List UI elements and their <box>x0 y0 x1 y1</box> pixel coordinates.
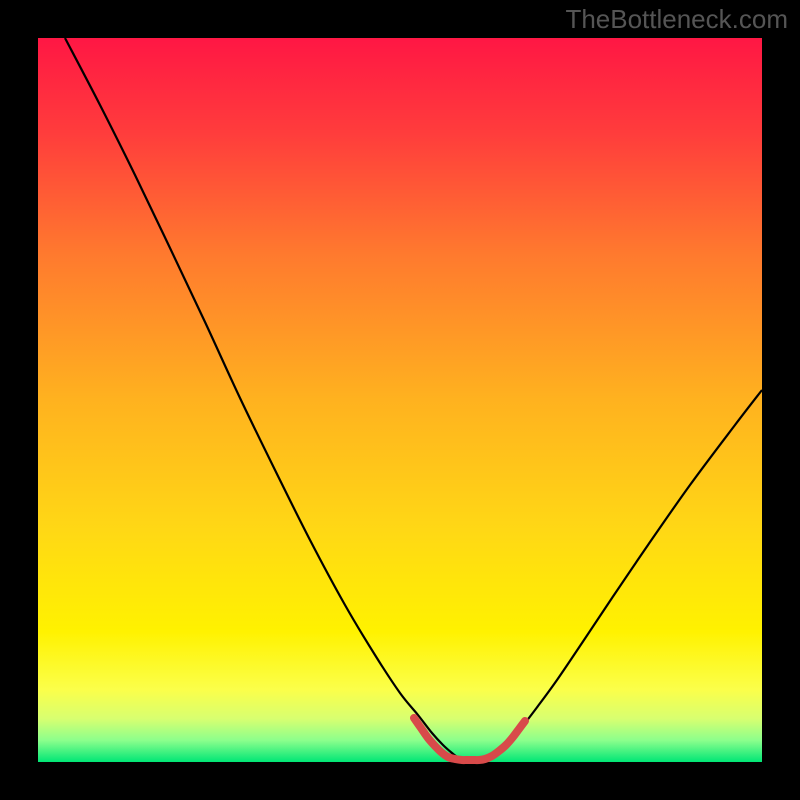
plot-area <box>38 38 762 762</box>
chart-svg: TheBottleneck.com <box>0 0 800 800</box>
chart-container: TheBottleneck.com <box>0 0 800 800</box>
watermark-text: TheBottleneck.com <box>565 4 788 34</box>
